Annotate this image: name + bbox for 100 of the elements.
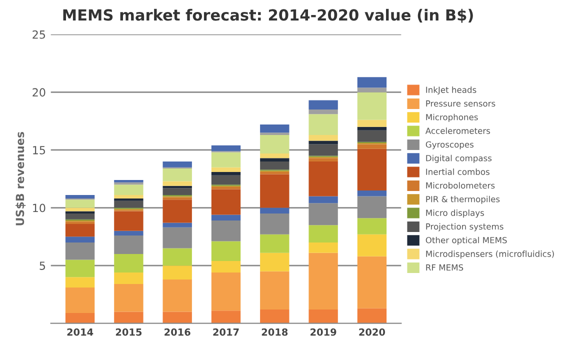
bar [162, 279, 192, 312]
bar [211, 175, 241, 185]
bar [114, 312, 144, 324]
bar [114, 230, 144, 236]
bar [308, 196, 338, 204]
bar [114, 195, 144, 199]
legend-label: Inertial combos [426, 168, 490, 175]
bar [308, 110, 338, 114]
bar [260, 158, 290, 162]
bar [211, 260, 241, 273]
bar [357, 126, 387, 130]
bar [65, 214, 95, 220]
bar [260, 309, 290, 324]
x-tick-label: 2015 [116, 328, 142, 336]
bar [211, 167, 241, 172]
bar [357, 120, 387, 127]
bar [357, 234, 387, 256]
bar [65, 236, 95, 242]
bar [357, 88, 387, 92]
bar [162, 227, 192, 248]
bar [357, 144, 387, 149]
bar [260, 271, 290, 310]
chart-title: MEMS market forecast: 2014-2020 value (in B$) [63, 8, 473, 23]
legend-label: Projection systems [426, 223, 504, 232]
y-tick-label: 10 [33, 204, 46, 212]
x-tick-label: 2019 [310, 328, 336, 336]
bar [65, 288, 95, 313]
bar [308, 144, 338, 156]
bar [65, 200, 95, 208]
bar [260, 172, 290, 174]
x-tick-label: 2018 [262, 328, 288, 336]
bar [211, 186, 241, 190]
legend-label: Gyroscopes [426, 141, 474, 150]
bar [211, 145, 241, 152]
bar [260, 134, 290, 154]
bar [162, 266, 192, 280]
bar [308, 309, 338, 324]
bar [357, 130, 387, 142]
bar [162, 181, 192, 186]
y-tick-label: 25 [32, 30, 46, 39]
bar [162, 162, 192, 168]
bar [260, 162, 290, 170]
bar [162, 248, 192, 266]
bar [65, 277, 95, 288]
legend-label: Digital compass [426, 154, 492, 163]
bar [308, 225, 338, 242]
legend-label: Microdispensers (microfluidics) [426, 250, 554, 259]
bar [211, 310, 241, 324]
bar [260, 124, 290, 133]
bar [211, 272, 241, 311]
bar [357, 148, 387, 190]
y-axis-title: US$B revenues [16, 132, 26, 226]
bar [308, 100, 338, 110]
bar [114, 272, 144, 284]
legend-label: Other optical MEMS [426, 236, 507, 245]
bar [162, 168, 192, 182]
bar [65, 260, 95, 278]
bar [114, 184, 144, 196]
bar [211, 172, 241, 176]
bar [357, 308, 387, 324]
bar [65, 242, 95, 260]
legend-label: Accelerometers [425, 128, 490, 134]
bar [260, 153, 290, 158]
bar [162, 200, 192, 223]
bar [114, 254, 144, 273]
bar [65, 211, 95, 214]
bar [65, 224, 95, 237]
bar [260, 234, 290, 253]
bar [308, 140, 338, 144]
bar [357, 92, 387, 120]
bar [260, 208, 290, 214]
y-tick-label: 20 [32, 88, 46, 97]
x-tick-label: 2020 [359, 328, 386, 336]
legend-label: Pressure sensors [426, 100, 496, 107]
legend-label: InkJet heads [426, 86, 476, 95]
bar [260, 214, 290, 234]
bar [65, 312, 95, 324]
x-tick-label: 2014 [67, 328, 94, 336]
bar [357, 77, 387, 88]
legend-label: Microbolometers [426, 182, 495, 189]
y-tick-label: 15 [33, 146, 46, 154]
bar [308, 162, 338, 196]
x-tick-label: 2016 [164, 328, 190, 336]
bar [357, 190, 387, 196]
bar [211, 241, 241, 261]
bar [260, 174, 290, 208]
bar [65, 195, 95, 199]
legend-label: Microphones [426, 114, 478, 122]
bar [211, 214, 241, 220]
bar [211, 220, 241, 242]
legend-label: PIR & thermopiles [426, 196, 500, 204]
bar [114, 236, 144, 254]
bar [357, 218, 387, 234]
x-tick-label: 2017 [213, 328, 239, 336]
bar [114, 211, 144, 231]
bar [162, 312, 192, 324]
legend-label: Micro displays [426, 210, 484, 218]
bar [308, 158, 338, 162]
bar [357, 256, 387, 308]
bar [308, 134, 338, 141]
